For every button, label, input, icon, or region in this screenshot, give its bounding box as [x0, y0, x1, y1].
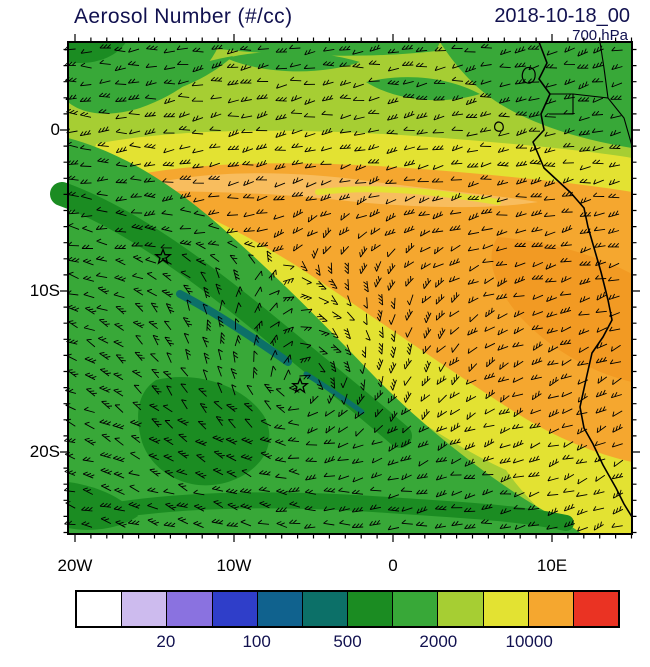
field-region-darkgreen-top-left [68, 42, 126, 64]
star-marker [290, 376, 310, 394]
field-region-darkgreen-front-band [50, 182, 412, 448]
field-region-darkgreen-corner [68, 482, 138, 530]
field-region-green-streak-a [98, 56, 233, 104]
colorbar-swatch [167, 592, 213, 626]
field-region-orange-plume [135, 163, 632, 463]
colorbar-tick-label: 500 [333, 632, 362, 651]
colorbar-swatch [212, 592, 258, 626]
colorbar-swatch [77, 592, 123, 626]
chart-date: 2018-10-18_00 [494, 5, 630, 27]
colorbar-swatch [528, 592, 574, 626]
colorbar-tick-label: 10000 [505, 632, 553, 651]
x-axis-label: 10E [536, 556, 568, 575]
colorbar [75, 590, 620, 628]
y-axis-label: 0 [50, 120, 60, 139]
map-plot [50, 34, 640, 542]
colorbar-swatch [122, 592, 168, 626]
x-axis-label: 0 [388, 556, 398, 575]
x-axis-label: 20W [57, 556, 93, 575]
colorbar-swatch [348, 592, 394, 626]
x-axis-label: 10W [216, 556, 252, 575]
axis-ticks [60, 34, 640, 542]
colorbar-swatch [483, 592, 529, 626]
field-region-darkgreen-swirl [138, 377, 270, 486]
y-axis-label: 10S [29, 281, 60, 300]
map-frame [67, 41, 633, 535]
field-region-teal-filament-b [303, 371, 365, 415]
country-border [599, 41, 609, 99]
island-outline [521, 66, 536, 84]
island-outline [494, 121, 504, 132]
field-region-green-top-left [68, 42, 220, 114]
country-border [549, 93, 574, 115]
colorbar-swatch [302, 592, 349, 626]
colorbar-swatch [438, 592, 484, 626]
colorbar-tick-label: 20 [156, 632, 176, 651]
colorbar-swatch [393, 592, 439, 626]
colorbar-swatch [573, 592, 619, 626]
colorbar-labels: 20 100 500 2000 10000 [75, 632, 620, 654]
colorbar-swatch [257, 592, 303, 626]
wind-barbs [63, 43, 624, 532]
field-region-green-streak-c [366, 77, 480, 101]
star-marker [153, 247, 173, 265]
country-border [572, 93, 633, 147]
pressure-level-label: 700 hPa [572, 27, 628, 44]
y-axis-label: 20S [29, 442, 60, 461]
chart-title: Aerosol Number (#/cc) [74, 5, 293, 28]
colorbar-tick-label: 2000 [419, 632, 458, 651]
colorbar-tick-label: 100 [242, 632, 271, 651]
coastline [532, 41, 633, 518]
